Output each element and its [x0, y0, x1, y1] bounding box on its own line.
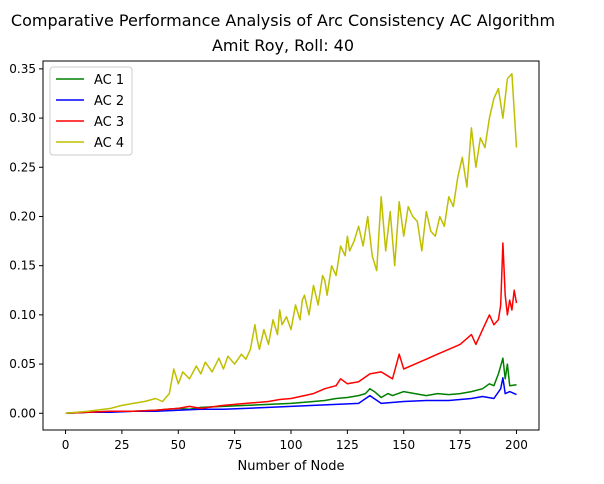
legend-label-ac-4: AC 4 [94, 136, 124, 151]
x-tick-label: 150 [392, 438, 415, 452]
y-tick-label: 0.30 [9, 111, 36, 125]
y-tick-label: 0.35 [9, 62, 36, 76]
legend: AC 1 AC 2 AC 3 AC 4 [49, 66, 133, 156]
y-tick-label: 0.20 [9, 209, 36, 223]
series-line-ac-4 [65, 73, 518, 415]
legend-label-ac-3: AC 3 [94, 115, 124, 130]
x-tick-label: 100 [280, 438, 303, 452]
y-tick-label: 0.25 [9, 160, 36, 174]
legend-label-ac-1: AC 1 [94, 73, 124, 88]
chart-title: Comparative Performance Analysis of Arc … [11, 11, 555, 30]
y-tick-label: 0.00 [9, 406, 36, 420]
x-tick-label: 0 [62, 438, 70, 452]
series-line-ac-3 [65, 242, 518, 415]
x-tick-label: 125 [336, 438, 359, 452]
x-tick-label: 25 [114, 438, 129, 452]
legend-label-ac-2: AC 2 [94, 94, 124, 109]
series-line-ac-2 [65, 377, 517, 415]
x-tick-label: 200 [505, 438, 528, 452]
x-axis-label: Number of Node [238, 459, 345, 474]
x-tick-label: 175 [449, 438, 472, 452]
y-tick-label: 0.05 [9, 357, 36, 371]
legend-box [49, 66, 133, 156]
y-tick-label: 0.15 [9, 259, 36, 273]
x-tick-label: 75 [227, 438, 242, 452]
series-line-ac-1 [65, 357, 517, 415]
y-tick-label: 0.10 [9, 308, 36, 322]
chart-subtitle: Amit Roy, Roll: 40 [212, 36, 354, 55]
x-tick-label: 50 [171, 438, 186, 452]
